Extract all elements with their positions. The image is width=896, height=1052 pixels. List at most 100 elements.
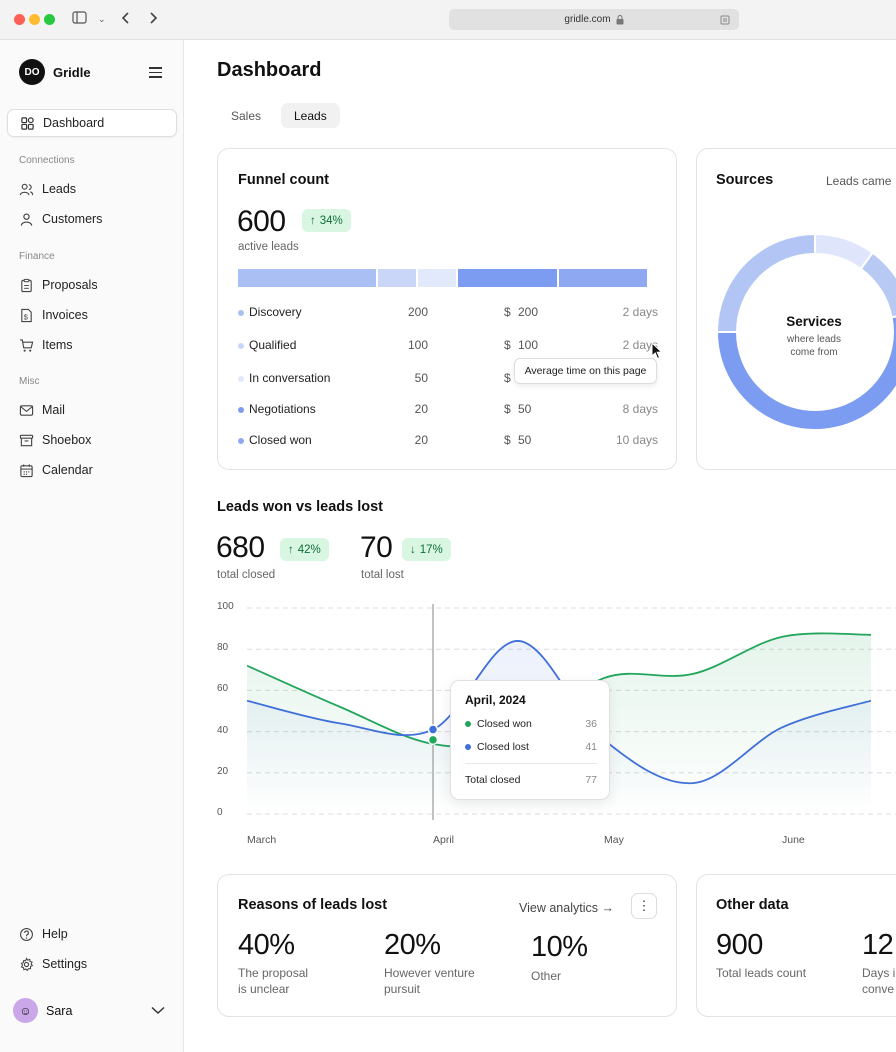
stage-days: 2 days	[622, 305, 658, 319]
stage-days: 2 days	[622, 338, 658, 352]
hamburger-menu-icon[interactable]	[149, 67, 162, 81]
reason-3-label: Other	[531, 969, 562, 983]
zoom-window-button[interactable]	[44, 14, 55, 25]
funnel-row[interactable]: Closed won 20 $50 10 days	[238, 432, 658, 450]
stage-currency: $	[504, 338, 511, 352]
stage-count: 100	[407, 338, 428, 352]
leads-won-lost-title: Leads won vs leads lost	[217, 499, 383, 515]
funnel-row[interactable]: Negotiations 20 $50 8 days	[238, 401, 658, 419]
lost-label: total lost	[361, 569, 404, 581]
donut-slice[interactable]	[715, 232, 816, 333]
funnel-bar-segment[interactable]	[238, 269, 376, 287]
sidebar-item-leads[interactable]: Leads	[7, 175, 177, 203]
tooltip-total-value: 77	[585, 774, 597, 786]
stage-amount: 100	[518, 338, 539, 352]
chevron-down-icon[interactable]: ⌄	[98, 14, 106, 24]
close-window-button[interactable]	[14, 14, 25, 25]
app-logo[interactable]: DO Gridle	[19, 59, 91, 85]
won-change-badge: ↑ 42%	[280, 538, 329, 561]
sidebar-item-mail[interactable]: Mail	[7, 396, 177, 424]
sidebar-item-settings[interactable]: Settings	[7, 950, 177, 978]
tooltip-title: April, 2024	[465, 693, 526, 707]
funnel-row[interactable]: Qualified 100 $100 2 days	[238, 337, 658, 355]
x-tick-label: April	[433, 834, 455, 846]
reason-1-label: The proposal is unclear	[238, 966, 309, 996]
user-menu[interactable]: ☺ Sara	[13, 998, 72, 1023]
reason-3-pct: 10%	[531, 931, 588, 963]
funnel-row[interactable]: Discovery 200 $200 2 days	[238, 304, 658, 322]
sidebar-item-label: Proposals	[42, 278, 98, 292]
lost-change-badge: ↓ 17%	[402, 538, 451, 561]
stage-name: Discovery	[249, 305, 302, 319]
funnel-title: Funnel count	[238, 172, 330, 188]
sidebar-item-label: Mail	[42, 403, 65, 417]
stage-currency: $	[504, 371, 511, 385]
funnel-bar-segment[interactable]	[559, 269, 647, 287]
view-analytics-link[interactable]: View analytics →	[519, 901, 614, 915]
clipboard-icon	[19, 278, 34, 293]
donut-center: Services where leads come from	[734, 314, 894, 359]
url-text: gridle.com	[564, 14, 611, 25]
user-icon	[19, 212, 34, 227]
sidebar-item-label: Calendar	[42, 463, 93, 477]
sidebar-item-label: Leads	[42, 182, 77, 196]
hover-point[interactable]	[427, 724, 439, 735]
funnel-bar-segment[interactable]	[458, 269, 557, 287]
forward-icon[interactable]	[148, 11, 158, 28]
browser-toolbar: ⌄ gridle.com	[0, 0, 896, 40]
total-leads-value: 900	[716, 929, 763, 961]
chevron-down-icon[interactable]	[151, 1006, 165, 1015]
stage-days: 8 days	[622, 402, 658, 416]
sidebar-item-proposals[interactable]: Proposals	[7, 271, 177, 299]
stage-name: Qualified	[249, 338, 297, 352]
x-tick-label: June	[782, 834, 805, 846]
svg-text:$: $	[24, 312, 29, 321]
sidebar-item-invoices[interactable]: $ Invoices	[7, 301, 177, 329]
tooltip-lost-label: Closed lost	[477, 741, 529, 753]
back-icon[interactable]	[121, 11, 131, 28]
reasons-card: Reasons of leads lost View analytics → ⋮…	[217, 874, 677, 1017]
section-misc: Misc	[19, 376, 40, 387]
address-bar[interactable]: gridle.com	[449, 9, 739, 30]
sidebar-item-help[interactable]: Help	[7, 920, 177, 948]
won-value: 680	[216, 531, 265, 564]
lost-value: 70	[360, 531, 393, 564]
reader-icon[interactable]	[720, 15, 730, 25]
section-connections: Connections	[19, 155, 75, 166]
user-name: Sara	[46, 1003, 73, 1018]
x-tick-label: March	[247, 834, 277, 846]
more-options-button[interactable]: ⋮	[631, 893, 657, 919]
funnel-row[interactable]: In conversation 50 $	[238, 370, 658, 388]
y-tick-label: 100	[217, 601, 234, 612]
won-change-text: 42%	[297, 543, 321, 556]
stage-amount: 50	[518, 402, 532, 416]
lock-icon	[616, 14, 624, 24]
tab-leads[interactable]: Leads	[281, 103, 340, 128]
sidebar-item-label: Customers	[42, 212, 103, 226]
sidebar-item-shoebox[interactable]: Shoebox	[7, 426, 177, 454]
other-data-card: Other data 900 Total leads count 12 Days…	[696, 874, 896, 1017]
stage-amount: 200	[518, 305, 539, 319]
tab-sales[interactable]: Sales	[231, 108, 262, 123]
stage-currency: $	[504, 433, 511, 447]
arrow-down-icon: ↓	[410, 543, 416, 556]
funnel-change-badge: ↑ 34%	[302, 209, 351, 232]
sidebar-item-calendar[interactable]: Calendar	[7, 456, 177, 484]
days-label: Days i conve	[862, 966, 896, 996]
sidebar-item-dashboard[interactable]: Dashboard	[7, 109, 177, 137]
sidebar-item-items[interactable]: Items	[7, 331, 177, 359]
sidebar-item-customers[interactable]: Customers	[7, 205, 177, 233]
main-content: Dashboard Sales Leads Funnel count 600 ↑…	[185, 40, 896, 1052]
minimize-window-button[interactable]	[29, 14, 40, 25]
donut-slice[interactable]	[859, 251, 896, 319]
sources-donut	[715, 232, 896, 431]
sidebar-item-label: Settings	[42, 957, 88, 971]
hover-point[interactable]	[427, 734, 439, 746]
funnel-bar-segment[interactable]	[378, 269, 416, 287]
sidebar-toggle-icon[interactable]	[72, 11, 87, 27]
stage-count: 200	[407, 305, 428, 319]
legend-dot-won	[465, 721, 471, 728]
tooltip-won-value: 36	[585, 718, 597, 730]
funnel-bar-segment[interactable]	[418, 269, 456, 287]
stage-color-dot	[238, 438, 244, 444]
